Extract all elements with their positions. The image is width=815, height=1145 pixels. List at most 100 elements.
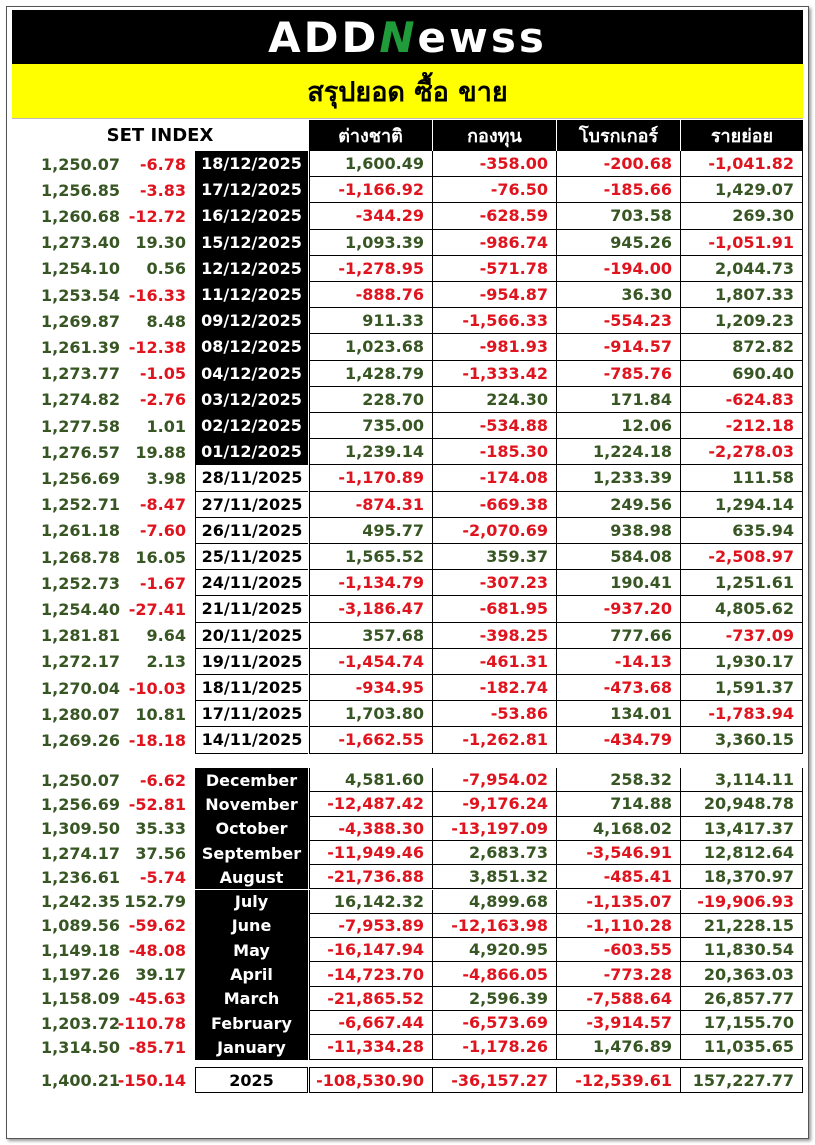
table-row: 1,250.07 -6.78 18/12/2025 1,600.49 -358.00 -2… [12,151,803,178]
date-cell: 03/12/2025 [195,386,308,413]
broker-cell: 945.26 [556,229,680,256]
fund-cell: -1,262.81 [432,727,556,754]
index-cell: 1,261.18 [41,521,120,541]
index-cell: 1,314.50 [41,1037,120,1057]
broker-cell: -485.41 [556,865,680,890]
fund-cell: -1,178.26 [432,1035,556,1060]
broker-cell: 714.88 [556,792,680,817]
foreign-cell: -1,454.74 [309,648,432,675]
month-cell: September [195,840,308,866]
retail-cell: 1,209.23 [680,308,803,335]
month-cell: June [195,913,308,939]
table-row: 1,197.26 39.17 April -14,723.70 -4,866.05 -77… [12,962,803,987]
retail-cell: 13,417.37 [680,816,803,841]
month-cell: April [195,962,308,987]
retail-cell: -1,051.91 [680,229,803,256]
broker-cell: -3,914.57 [556,1011,680,1036]
table-row: 1,158.09 -45.63 March -21,865.52 2,596.39 -7,… [12,986,803,1011]
table-row: 1,270.04 -10.03 18/11/2025 -934.95 -182.74 -4… [12,675,803,702]
date-cell: 09/12/2025 [195,308,308,335]
month-cell: January [195,1035,308,1060]
month-cell: May [195,938,308,963]
index-cell: 1,158.09 [41,989,120,1009]
date-cell: 15/12/2025 [195,229,308,256]
date-cell: 11/12/2025 [195,282,308,309]
table-row: 1,309.50 35.33 October -4,388.30 -13,197.09 4… [12,816,803,841]
date-cell: 26/11/2025 [195,517,308,544]
fund-cell: -681.95 [432,596,556,623]
change-cell: 19.30 [135,233,186,253]
broker-cell: -603.55 [556,938,680,963]
index-cell: 1,273.40 [41,233,120,253]
total-broker-cell: -12,539.61 [556,1067,680,1093]
index-cell: 1,089.56 [41,916,120,936]
broker-cell: -914.57 [556,334,680,361]
change-cell: 39.17 [135,965,186,985]
date-cell: 24/11/2025 [195,570,308,597]
retail-cell: -737.09 [680,622,803,649]
foreign-cell: -1,278.95 [309,255,432,282]
retail-cell: 18,370.97 [680,865,803,890]
change-cell: 10.81 [135,704,186,724]
retail-cell: 635.94 [680,517,803,544]
broker-cell: 703.58 [556,203,680,230]
table-row: 1,274.17 37.56 September -11,949.46 2,683.73… [12,840,803,866]
set-index-header: SET INDEX [106,125,214,146]
foreign-cell: -888.76 [309,282,432,309]
foreign-cell: 228.70 [309,386,432,413]
table-row: 1,252.73 -1.67 24/11/2025 -1,134.79 -307.23 1… [12,570,803,597]
month-cell: February [195,1011,308,1036]
foreign-cell: -934.95 [309,675,432,702]
fund-cell: -13,197.09 [432,816,556,841]
change-cell: 2.13 [146,652,186,672]
table-row: 1,280.07 10.81 17/11/2025 1,703.80 -53.86 134… [12,701,803,728]
report-frame [6,6,809,1139]
broker-cell: -773.28 [556,962,680,987]
index-cell: 1,280.07 [41,704,120,724]
retail-cell: 4,805.62 [680,596,803,623]
foreign-cell: -21,736.88 [309,865,432,890]
broker-cell: 1,224.18 [556,439,680,466]
table-row: 1,252.71 -8.47 27/11/2025 -874.31 -669.38 249… [12,491,803,518]
foreign-cell: -11,949.46 [309,840,432,866]
date-cell: 27/11/2025 [195,491,308,518]
broker-header: โบรกเกอร์ [556,120,680,151]
fund-cell: -1,566.33 [432,308,556,335]
foreign-cell: -874.31 [309,491,432,518]
fund-cell: -669.38 [432,491,556,518]
broker-cell: 4,168.02 [556,816,680,841]
broker-cell: 777.66 [556,622,680,649]
retail-cell: -624.83 [680,386,803,413]
broker-cell: -14.13 [556,648,680,675]
retail-cell: 20,948.78 [680,792,803,817]
foreign-cell: -4,388.30 [309,816,432,841]
foreign-cell: 735.00 [309,413,432,440]
table-row: 1,273.40 19.30 15/12/2025 1,093.39 -986.74 94… [12,229,803,256]
foreign-cell: -11,334.28 [309,1035,432,1060]
change-cell: -3.83 [139,180,186,200]
table-row: 1,274.82 -2.76 03/12/2025 228.70 224.30 171.8… [12,386,803,413]
fund-cell: -185.30 [432,439,556,466]
foreign-cell: 16,142.32 [309,889,432,914]
fund-cell: 4,920.95 [432,938,556,963]
retail-cell: 690.40 [680,360,803,387]
date-cell: 17/11/2025 [195,701,308,728]
retail-cell: -19,906.93 [680,889,803,914]
total-fund-cell: -36,157.27 [432,1067,556,1093]
change-cell: -10.03 [128,678,186,698]
index-cell: 1,276.57 [41,442,120,462]
index-cell: 1,203.72 [41,1013,120,1033]
fund-cell: -461.31 [432,648,556,675]
date-cell: 20/11/2025 [195,622,308,649]
date-cell: 08/12/2025 [195,334,308,361]
retail-cell: -2,508.97 [680,544,803,571]
table-row: 1,272.17 2.13 19/11/2025 -1,454.74 -461.31 -1… [12,648,803,675]
broker-cell: -194.00 [556,255,680,282]
foreign-cell: -1,134.79 [309,570,432,597]
table-row: 1,203.72 -110.78 February -6,667.44 -6,573.6… [12,1011,803,1036]
foreign-header: ต่างชาติ [309,120,432,151]
change-cell: -6.62 [139,770,186,790]
foreign-cell: -16,147.94 [309,938,432,963]
broker-cell: -473.68 [556,675,680,702]
retail-cell: 1,294.14 [680,491,803,518]
